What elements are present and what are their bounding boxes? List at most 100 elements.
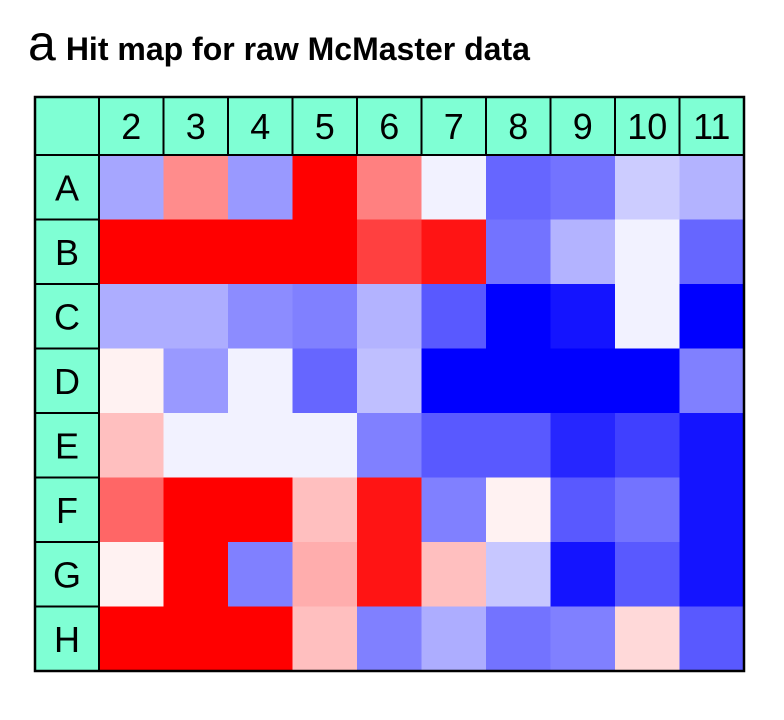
heatmap-cell-G8 — [486, 542, 552, 608]
heatmap-cell-A9 — [550, 155, 616, 221]
row-label-G: G — [53, 554, 81, 595]
column-label-11: 11 — [693, 106, 730, 147]
heatmap-cell-D8 — [486, 348, 552, 414]
heatmap-cell-G10 — [615, 542, 681, 608]
heatmap-cell-D3 — [163, 348, 229, 414]
column-header-cell-11 — [678, 96, 745, 156]
heatmap-cell-A8 — [486, 155, 552, 221]
heatmap-cell-A11 — [679, 155, 745, 221]
heatmap-cell-E11 — [679, 413, 745, 479]
row-label-F: F — [56, 490, 78, 531]
heatmap-cell-E2 — [99, 413, 165, 479]
heatmap-cell-G3 — [163, 542, 229, 608]
heatmap-cell-A10 — [615, 155, 681, 221]
heatmap-cell-A2 — [99, 155, 165, 221]
corner-header-cell — [34, 96, 100, 156]
heatmap-cell-B2 — [99, 219, 165, 285]
heatmap-cell-F11 — [679, 477, 745, 543]
heatmap-cell-G7 — [421, 542, 487, 608]
heatmap-cell-H2 — [99, 606, 165, 672]
heatmap-cell-C8 — [486, 284, 552, 350]
row-label-D: D — [54, 361, 80, 402]
heatmap-cell-F8 — [486, 477, 552, 543]
heatmap-cell-H9 — [550, 606, 616, 672]
heatmap-cell-D2 — [99, 348, 165, 414]
heatmap-cell-G5 — [292, 542, 358, 608]
column-label-10: 10 — [627, 106, 667, 147]
heatmap-cell-G6 — [357, 542, 423, 608]
heatmap-cell-E5 — [292, 413, 358, 479]
heatmap-cell-F4 — [228, 477, 294, 543]
heatmap-cell-G9 — [550, 542, 616, 608]
heatmap-cell-G2 — [99, 542, 165, 608]
heatmap-cell-A5 — [292, 155, 358, 221]
heatmap-cell-H8 — [486, 606, 552, 672]
row-header-cell-B — [34, 218, 100, 285]
column-label-7: 7 — [444, 106, 464, 147]
heatmap-cell-C10 — [615, 284, 681, 350]
heatmap-cell-F10 — [615, 477, 681, 543]
heatmap-cell-G4 — [228, 542, 294, 608]
heatmap-cell-B3 — [163, 219, 229, 285]
heatmap-cell-B11 — [679, 219, 745, 285]
heatmap-cell-C3 — [163, 284, 229, 350]
heatmap-cell-E8 — [486, 413, 552, 479]
heatmap-cell-C5 — [292, 284, 358, 350]
heatmap-cell-A7 — [421, 155, 487, 221]
column-label-8: 8 — [508, 106, 528, 147]
row-header-cell-G — [34, 541, 100, 608]
heatmap-cell-H4 — [228, 606, 294, 672]
heatmap-cell-B4 — [228, 219, 294, 285]
heatmap-cell-H11 — [679, 606, 745, 672]
heatmap-cell-E4 — [228, 413, 294, 479]
heatmap-cell-F7 — [421, 477, 487, 543]
column-label-2: 2 — [121, 106, 141, 147]
heatmap-cell-B8 — [486, 219, 552, 285]
column-label-9: 9 — [573, 106, 593, 147]
heatmap-cell-C11 — [679, 284, 745, 350]
row-header-cell-E — [34, 412, 100, 479]
heatmap-cell-E3 — [163, 413, 229, 479]
heatmap-cell-D5 — [292, 348, 358, 414]
heatmap-cell-F5 — [292, 477, 358, 543]
column-header-cell-7 — [420, 96, 487, 156]
heatmap-cell-E9 — [550, 413, 616, 479]
heatmap-cell-C9 — [550, 284, 616, 350]
heatmap-cell-A4 — [228, 155, 294, 221]
heatmap-cell-D11 — [679, 348, 745, 414]
heatmap-cell-C2 — [99, 284, 165, 350]
heatmap-cell-D6 — [357, 348, 423, 414]
heatmap-cell-D4 — [228, 348, 294, 414]
heatmap-frame — [33, 95, 746, 673]
heatmap-cell-D10 — [615, 348, 681, 414]
heatmap-cell-E10 — [615, 413, 681, 479]
column-header-cell-9 — [549, 96, 616, 156]
column-label-6: 6 — [379, 106, 399, 147]
heatmap-cell-E7 — [421, 413, 487, 479]
heatmap-cell-A6 — [357, 155, 423, 221]
chart-title: Hit map for raw McMaster data — [65, 31, 530, 67]
row-header-cell-F — [34, 476, 100, 543]
column-header-cell-6 — [356, 96, 423, 156]
heatmap-cell-H10 — [615, 606, 681, 672]
heatmap-cell-H7 — [421, 606, 487, 672]
column-label-3: 3 — [186, 106, 206, 147]
heatmap-cell-B10 — [615, 219, 681, 285]
column-label-4: 4 — [250, 106, 270, 147]
heatmap-cell-H6 — [357, 606, 423, 672]
row-header-cell-H — [34, 605, 100, 672]
heatmap-cell-B6 — [357, 219, 423, 285]
row-label-H: H — [54, 619, 80, 660]
column-header-cell-8 — [485, 96, 552, 156]
row-header-cell-D — [34, 347, 100, 414]
heatmap-cell-G11 — [679, 542, 745, 608]
column-label-5: 5 — [315, 106, 335, 147]
row-label-E: E — [55, 425, 79, 466]
heatmap-cell-F6 — [357, 477, 423, 543]
heatmap-cell-B7 — [421, 219, 487, 285]
row-label-C: C — [54, 296, 80, 337]
heatmap-cell-A3 — [163, 155, 229, 221]
heatmap-cell-C6 — [357, 284, 423, 350]
heatmap-cell-C4 — [228, 284, 294, 350]
